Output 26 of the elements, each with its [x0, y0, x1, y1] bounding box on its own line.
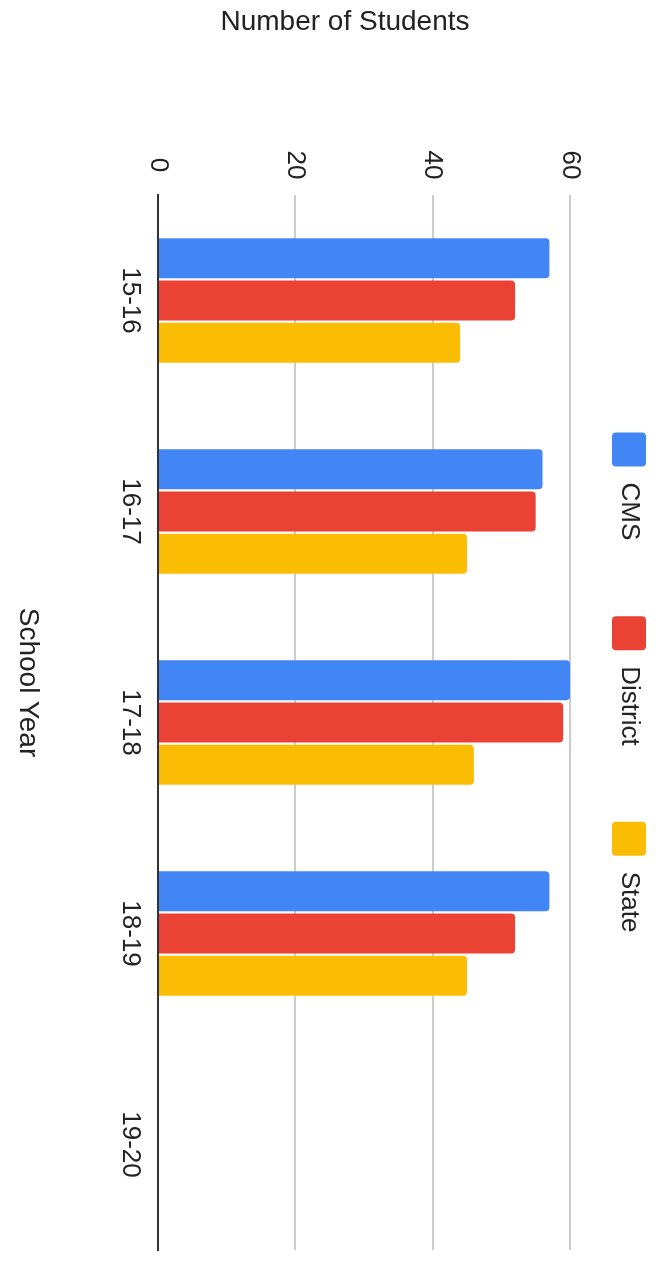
- bar: [159, 322, 461, 363]
- bar: [159, 871, 550, 912]
- bar: [159, 280, 516, 321]
- y-tick-label: 19-20: [116, 1111, 147, 1178]
- bar: [159, 238, 550, 279]
- y-tick-label: 17-18: [116, 689, 147, 756]
- bar: [159, 449, 543, 490]
- x-tick-label: 0: [144, 157, 175, 173]
- bar: [159, 491, 536, 532]
- y-tick-label: 18-19: [116, 900, 147, 967]
- y-tick-label: 16-17: [116, 478, 147, 545]
- x-axis-title: Number of Students: [220, 4, 470, 36]
- x-tick-label: 60: [556, 150, 587, 180]
- legend-label: CMS: [615, 482, 646, 541]
- bar: [159, 955, 467, 996]
- y-tick-label: 15-16: [116, 267, 147, 334]
- bar: [159, 533, 467, 574]
- bar: [159, 702, 564, 743]
- legend-label: District: [615, 666, 646, 747]
- legend-label: State: [615, 871, 646, 933]
- x-tick-label: 20: [282, 150, 313, 180]
- x-tick-label: 40: [419, 150, 450, 180]
- bar: [159, 913, 516, 954]
- y-axis-title: School Year: [14, 607, 46, 758]
- bar: [159, 660, 570, 701]
- bar: [159, 744, 474, 785]
